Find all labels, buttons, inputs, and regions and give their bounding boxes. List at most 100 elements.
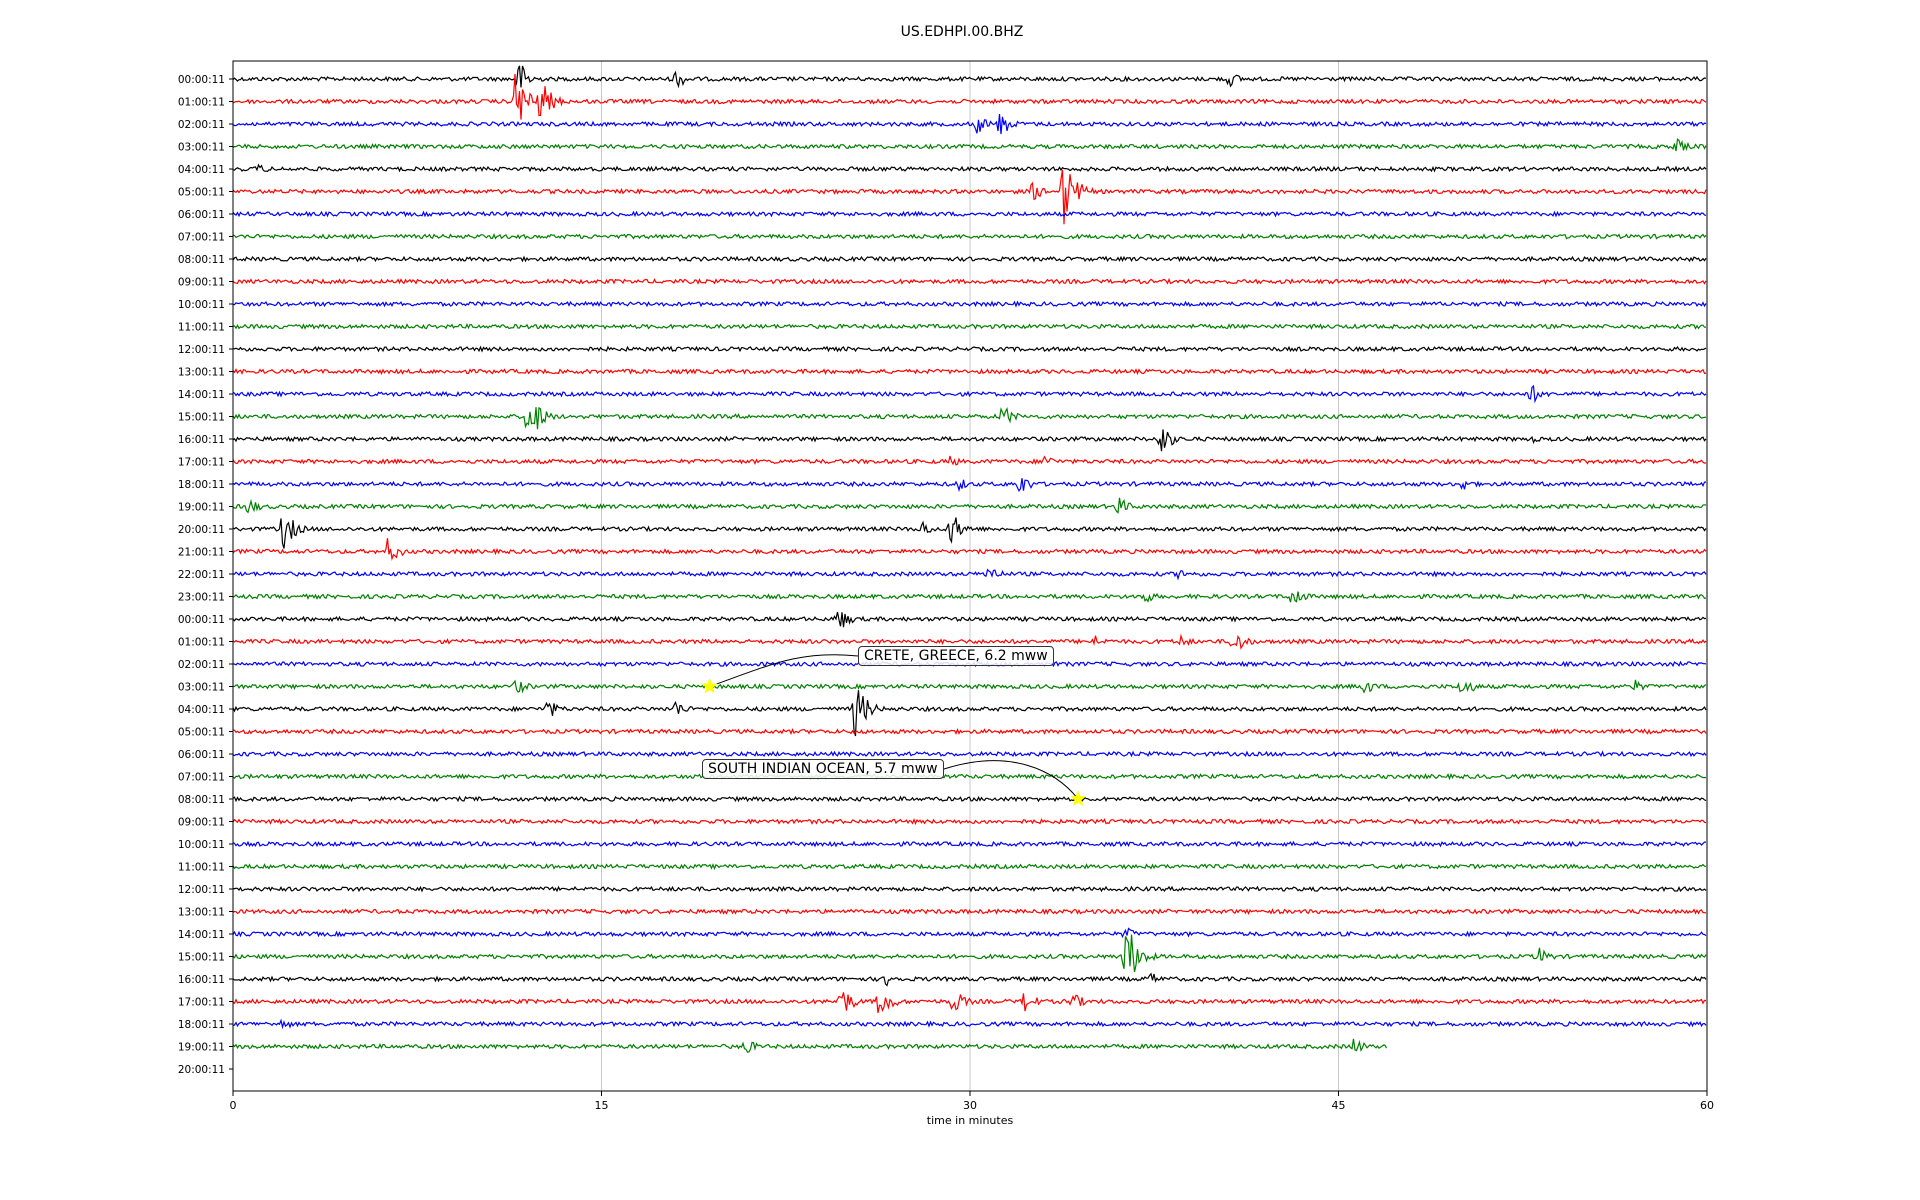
row-time-label: 11:00:11 [178,322,225,334]
trace-line [232,478,1706,493]
row-time-label: 06:00:11 [178,749,225,761]
row-time-label: 15:00:11 [178,952,225,964]
row-time-labels: 00:00:11 01:00:11 02:00:11 03:00:11 04:00:11… [178,74,233,1076]
trace-line [232,277,1707,286]
trace-line [232,138,1707,152]
trace-line [232,210,1707,218]
x-tick-label: 0 [230,1099,237,1112]
row-time-label: 01:00:11 [178,97,225,109]
row-time-label: 16:00:11 [178,974,225,986]
row-time-label: 14:00:11 [178,389,225,401]
row-time-label: 23:00:11 [178,592,225,604]
trace-line [232,300,1707,308]
row-time-label: 07:00:11 [178,232,225,244]
row-time-label: 02:00:11 [178,119,225,131]
row-time-label: 00:00:11 [178,74,225,86]
row-time-label: 12:00:11 [178,344,225,356]
trace-line [232,885,1707,893]
vertical-grid [601,61,1339,1091]
x-axis-label: time in minutes [927,1114,1014,1127]
trace-line [232,538,1707,561]
trace-line [232,255,1707,263]
row-time-label: 07:00:11 [178,772,225,784]
row-time-label: 06:00:11 [178,209,225,221]
trace-line [232,73,1707,120]
row-time-label: 18:00:11 [178,1019,225,1031]
trace-line [232,1038,1388,1053]
trace-line [232,992,1707,1014]
row-time-label: 22:00:11 [178,569,225,581]
row-time-label: 11:00:11 [178,862,225,874]
row-time-label: 13:00:11 [178,367,225,379]
trace-line [232,927,1707,939]
trace-line [232,517,1707,549]
x-tick-label: 45 [1332,1099,1346,1112]
trace-line [232,384,1707,404]
event-star-marker [1069,790,1087,807]
event-annotation-label: SOUTH INDIAN OCEAN, 5.7 mww [702,759,944,779]
row-time-label: 16:00:11 [178,434,225,446]
trace-line [232,772,1707,781]
x-axis-ticks: 0 15 30 45 60 [230,1091,1714,1112]
event-annotation-label: CRETE, GREECE, 6.2 mww [858,646,1054,666]
trace-line [232,934,1707,973]
row-time-label: 10:00:11 [178,299,225,311]
trace-line [232,114,1707,135]
row-time-label: 01:00:11 [178,637,225,649]
trace-line [232,972,1707,987]
trace-line [232,611,1707,628]
row-time-label: 20:00:11 [178,524,225,536]
trace-line [232,323,1706,330]
row-time-label: 03:00:11 [178,682,225,694]
trace-line [232,863,1707,871]
row-time-label: 10:00:11 [178,839,225,851]
row-time-label: 19:00:11 [178,502,225,514]
trace-line [232,169,1707,225]
trace-line [232,568,1707,581]
row-time-label: 04:00:11 [178,704,225,716]
row-time-label: 08:00:11 [178,794,225,806]
chart-title: US.EDHPI.00.BHZ [901,24,1024,40]
x-tick-label: 15 [595,1099,609,1112]
trace-line [232,65,1707,89]
trace-line [232,1018,1707,1030]
row-time-label: 03:00:11 [178,142,225,154]
traces [232,65,1707,1053]
row-time-label: 05:00:11 [178,727,225,739]
row-time-label: 08:00:11 [178,254,225,266]
event-star-marker [701,677,718,694]
row-time-label: 20:00:11 [178,1064,225,1076]
trace-line [232,232,1707,240]
row-time-label: 21:00:11 [178,547,225,559]
x-tick-label: 60 [1700,1099,1714,1112]
x-tick-label: 30 [963,1099,977,1112]
trace-line [232,455,1707,466]
trace-line [232,690,1707,737]
row-time-label: 12:00:11 [178,884,225,896]
trace-line [232,840,1706,848]
row-time-label: 14:00:11 [178,929,225,941]
event-annotations [701,654,1087,807]
row-time-label: 05:00:11 [178,187,225,199]
trace-line [232,633,1707,650]
row-time-label: 04:00:11 [178,164,225,176]
row-time-label: 00:00:11 [178,614,225,626]
trace-line [232,679,1707,694]
row-time-label: 15:00:11 [178,412,225,424]
trace-line [232,497,1707,514]
trace-line [232,163,1707,173]
trace-line [232,345,1707,353]
trace-line [232,817,1707,826]
row-time-label: 19:00:11 [178,1042,225,1054]
trace-line [232,795,1707,803]
row-time-label: 09:00:11 [178,277,225,289]
trace-line [232,750,1707,758]
annotation-connector [709,654,859,687]
row-time-label: 02:00:11 [178,659,225,671]
row-time-label: 09:00:11 [178,817,225,829]
trace-line [232,591,1707,603]
annotation-connector [943,760,1079,800]
trace-line [232,429,1707,452]
row-time-label: 13:00:11 [178,907,225,919]
